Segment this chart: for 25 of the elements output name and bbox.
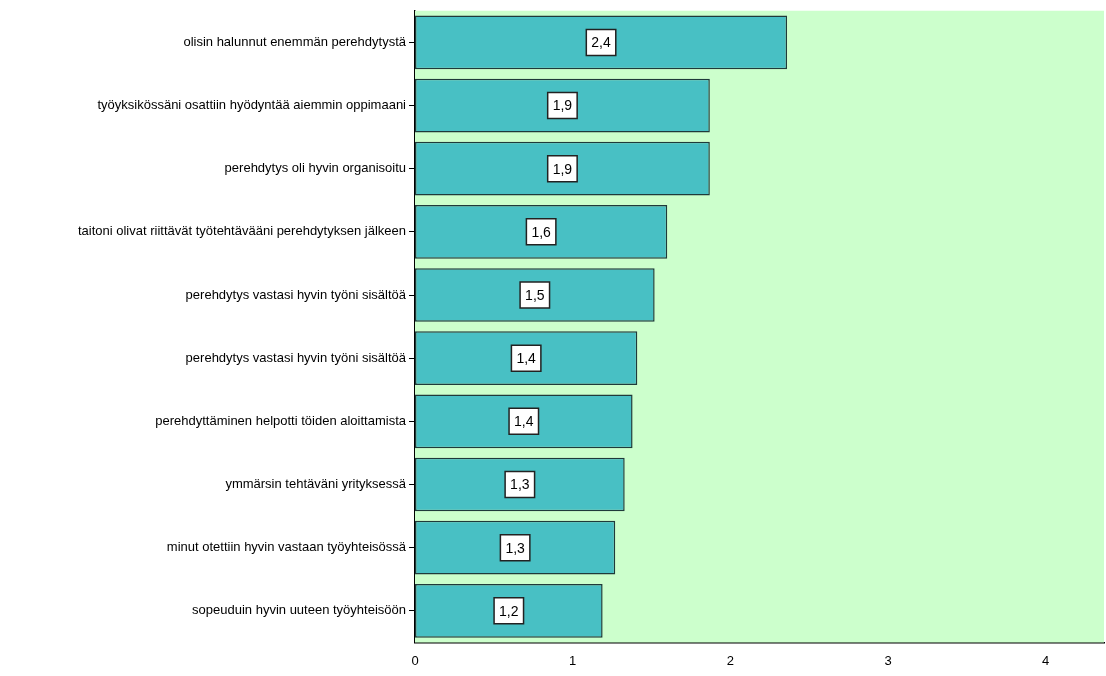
y-tick-label: sopeuduin hyvin uuteen työyhteisöön (192, 602, 406, 618)
x-tick-label: 4 (1042, 652, 1050, 668)
y-tick-label: perehdytys vastasi hyvin työni sisältöä (185, 286, 407, 302)
y-tick-label: taitoni olivat riittävät työtehtävääni perehdytyksen jälkeen (77, 223, 406, 239)
x-tick-label: 1 (569, 652, 577, 668)
y-tick-label: ymmärsin tehtäväni yrityksessä (225, 476, 407, 492)
data-label: 1,6 (531, 223, 552, 240)
y-tick-label: työyksikössäni osattiin hyödyntää aiemmin oppimaani (97, 97, 407, 113)
x-tick-label: 3 (884, 652, 892, 668)
data-label: 1,3 (505, 539, 526, 556)
data-label: 1,4 (514, 413, 534, 430)
x-tick-label: 0 (411, 652, 419, 668)
y-tick-label: olisin halunnut enemmän perehdytystä (183, 33, 407, 49)
data-label: 1,5 (525, 286, 545, 303)
y-tick-label: perehdytys oli hyvin organisoitu (224, 160, 406, 176)
y-tick-label: minut otettiin hyvin vastaan työyhteisössä (166, 539, 407, 555)
data-label: 1,3 (510, 476, 530, 493)
y-tick-label: perehdytys vastasi hyvin työni sisältöä (185, 349, 407, 365)
data-label: 1,9 (552, 97, 573, 114)
data-label: 2,4 (591, 34, 611, 51)
y-tick-label: perehdyttäminen helpotti töiden aloittamista (155, 412, 407, 428)
x-tick-label: 2 (726, 652, 734, 668)
data-label: 1,2 (499, 602, 519, 619)
data-label: 1,4 (516, 350, 537, 367)
data-label: 1,9 (552, 160, 573, 177)
